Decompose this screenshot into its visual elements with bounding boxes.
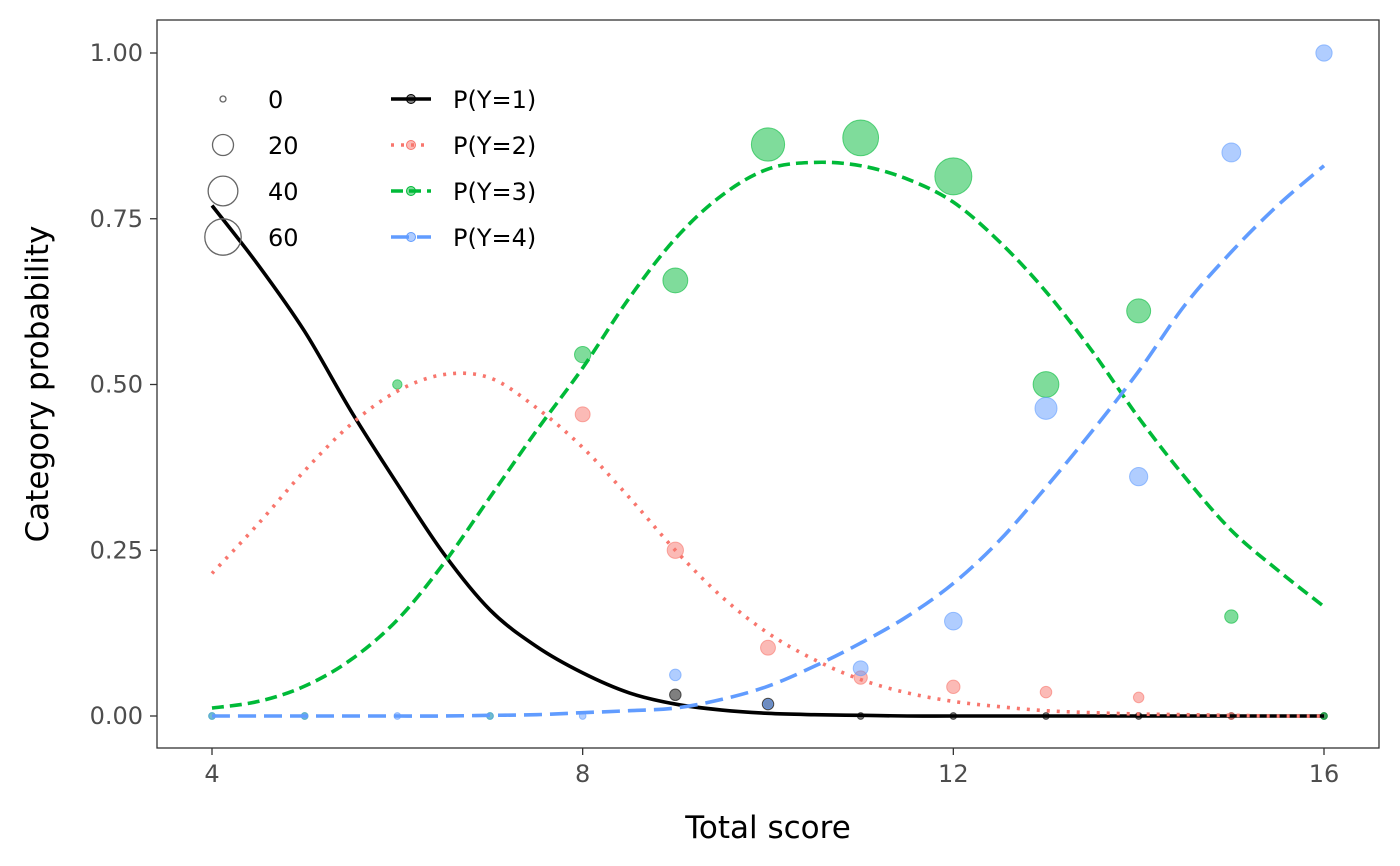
point-3-2: [392, 379, 403, 390]
series-line-3: [211, 160, 1326, 710]
point-4-8: [944, 611, 963, 631]
y-tick-label-3: 0.75: [90, 205, 143, 233]
point-2-4: [946, 679, 961, 694]
series-legend-label-3: P(Y=3): [453, 178, 536, 206]
point-4-10: [1129, 467, 1149, 487]
point-2-2: [760, 639, 776, 656]
size-legend-label-1: 20: [268, 132, 299, 160]
series-legend-label-4: P(Y=4): [453, 224, 536, 252]
point-3-10: [1126, 298, 1152, 324]
x-tick-label-1: 8: [575, 760, 590, 788]
axes-layer: 4 8 12 16 0.00 0.25 0.50 0.75 1.00: [90, 39, 1340, 788]
lines-layer: [210, 160, 1326, 718]
series-legend-dot-1: [406, 94, 416, 104]
legend: 0 20 40 60 P(Y=1) P(Y=2) P(Y=3) P(Y=4): [204, 86, 536, 256]
x-tick-label-2: 12: [938, 760, 969, 788]
point-4-6: [762, 698, 774, 710]
point-3-6: [750, 127, 786, 162]
y-tick-label-4: 1.00: [90, 39, 143, 67]
size-legend-key-2: [207, 175, 239, 207]
size-legend-label-2: 40: [268, 178, 299, 206]
y-axis-title: Category probability: [20, 226, 56, 543]
point-3-7: [842, 119, 880, 157]
point-4-7: [852, 660, 869, 677]
point-2-5: [1039, 685, 1053, 699]
series-line-1: [210, 204, 1324, 718]
series-legend-label-2: P(Y=2): [453, 132, 536, 160]
series-legend-dot-4: [406, 232, 416, 242]
size-legend-label-0: 0: [268, 86, 283, 114]
point-4-5: [669, 668, 682, 682]
point-3-5: [662, 267, 689, 294]
point-4-12: [1315, 44, 1333, 62]
x-tick-label-3: 16: [1309, 760, 1340, 788]
point-3-8: [934, 157, 973, 196]
x-tick-label-0: 4: [204, 760, 219, 788]
y-tick-label-2: 0.50: [90, 371, 143, 399]
point-1-0: [669, 688, 682, 702]
series-legend-dot-2: [406, 140, 416, 150]
point-3-9: [1032, 371, 1060, 398]
series-line-2: [210, 371, 1325, 718]
size-legend-key-0: [219, 95, 227, 103]
y-tick-label-0: 0.00: [90, 702, 143, 730]
point-3-4: [574, 346, 592, 364]
x-axis-title: Total score: [684, 810, 851, 846]
series-legend-dot-3: [406, 186, 416, 196]
size-legend-label-3: 60: [268, 224, 299, 252]
y-tick-label-1: 0.25: [90, 536, 143, 564]
size-legend-key-1: [211, 133, 235, 157]
point-4-9: [1034, 396, 1058, 420]
series-legend-label-1: P(Y=1): [453, 86, 536, 114]
point-3-11: [1224, 609, 1239, 624]
point-4-11: [1221, 142, 1242, 163]
size-legend-key-3: [204, 218, 242, 256]
point-2-0: [574, 406, 591, 423]
series-line-4: [212, 164, 1326, 718]
point-2-6: [1132, 691, 1145, 704]
